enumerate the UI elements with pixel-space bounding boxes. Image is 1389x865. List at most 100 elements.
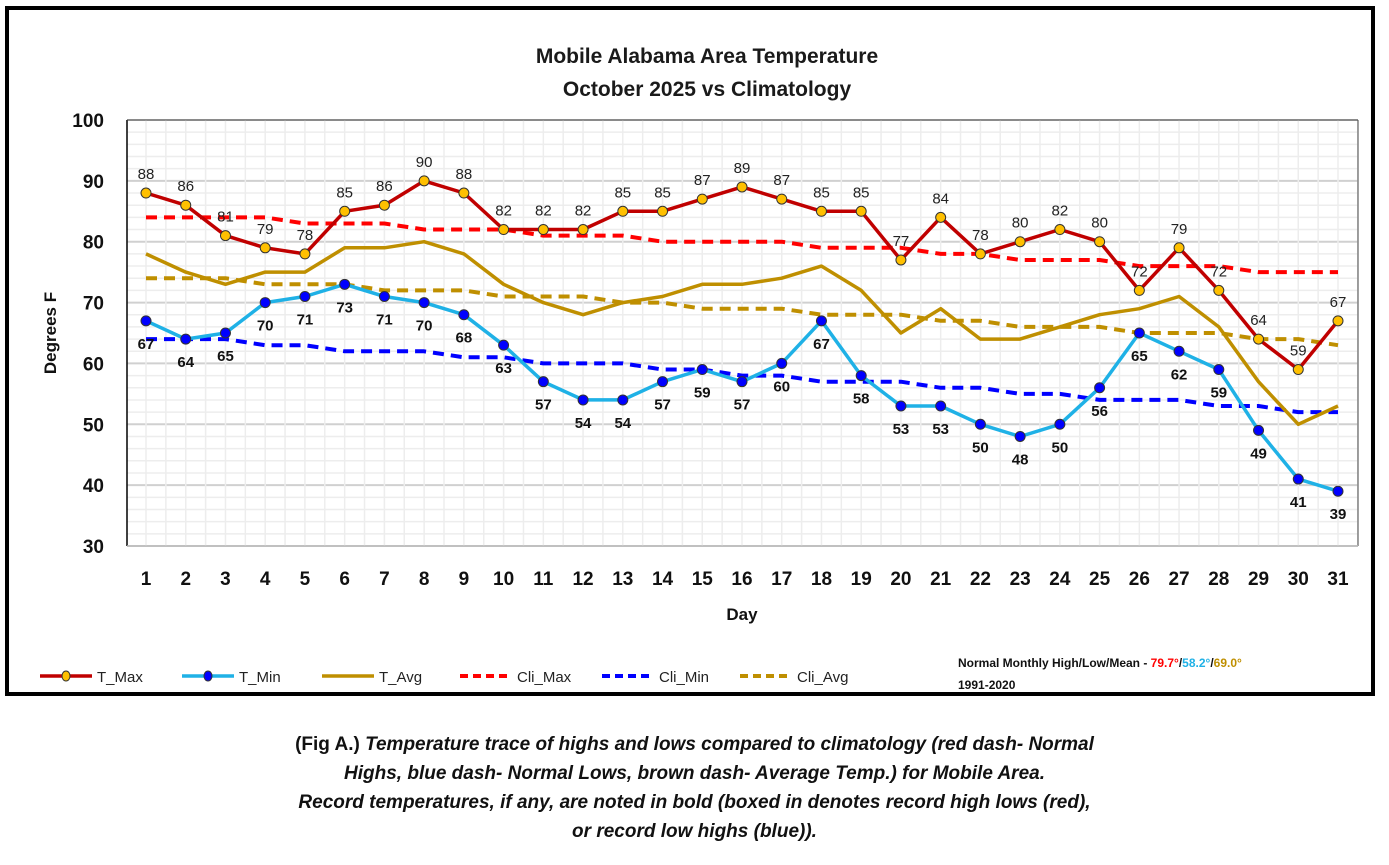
caption-line-4: or record low highs (blue)). (572, 821, 817, 842)
x-tick-label: 17 (771, 569, 792, 590)
series-t-avg-line (145, 239, 1339, 427)
label-t-max: 82 (535, 203, 552, 220)
marker-t-max (418, 175, 430, 187)
marker-t-min (339, 278, 351, 290)
normals-annotation: Normal Monthly High/Low/Mean - 79.7°/58.… (958, 656, 1242, 692)
x-tick-label: 15 (692, 569, 714, 590)
x-tick-label: 30 (1288, 569, 1309, 590)
label-t-min: 57 (654, 397, 671, 414)
caption-text-1: Temperature trace of highs and lows comp… (365, 734, 1094, 755)
marker-t-max (1332, 315, 1344, 327)
marker-t-min (1213, 364, 1225, 376)
x-tick-label: 23 (1010, 569, 1031, 590)
label-t-min: 57 (734, 397, 751, 414)
marker-t-max (259, 242, 271, 254)
label-t-min: 49 (1250, 445, 1267, 462)
x-tick-label: 6 (339, 569, 350, 590)
label-t-min: 50 (972, 439, 989, 456)
x-tick-label: 28 (1208, 569, 1229, 590)
legend-item-cli-max: Cli_Max (460, 669, 572, 686)
label-t-max: 86 (376, 178, 393, 195)
marker-t-min (577, 394, 589, 406)
legend-item-t-min: T_Min (182, 669, 281, 686)
x-tick-label: 9 (459, 569, 470, 590)
caption-line-2: Highs, blue dash- Normal Lows, brown das… (344, 763, 1045, 784)
x-tick-label: 7 (379, 569, 390, 590)
marker-t-max (776, 193, 788, 205)
label-t-min: 57 (535, 397, 552, 414)
marker-t-min (1332, 485, 1344, 497)
label-t-min: 41 (1290, 494, 1307, 511)
marker-t-min (1094, 382, 1106, 394)
marker-t-min (935, 400, 947, 412)
label-t-min: 53 (932, 421, 949, 438)
marker-t-min (815, 315, 827, 327)
marker-t-max (1133, 284, 1145, 296)
label-t-min: 71 (376, 311, 393, 328)
marker-t-min (776, 357, 788, 369)
normals-text: Normal Monthly High/Low/Mean - 79.7°/58.… (958, 656, 1242, 670)
label-t-max: 79 (1171, 221, 1188, 238)
label-t-max: 72 (1131, 263, 1148, 280)
label-t-max: 77 (893, 233, 910, 250)
series-cli-max-line (146, 215, 1338, 275)
marker-t-max (1173, 242, 1185, 254)
label-t-min: 67 (138, 336, 155, 353)
y-tick-label: 40 (83, 476, 104, 497)
label-t-max: 89 (734, 160, 751, 177)
legend-label: Cli_Max (517, 669, 572, 686)
label-t-min: 70 (257, 318, 274, 335)
label-t-min: 68 (456, 330, 473, 347)
marker-t-min (1173, 345, 1185, 357)
label-t-max: 87 (694, 172, 711, 189)
marker-t-max (935, 211, 947, 223)
legend-item-t-avg: T_Avg (322, 669, 422, 686)
marker-t-max (498, 224, 510, 236)
marker-t-min (537, 376, 549, 388)
legend-item-t-max: T_Max (40, 669, 143, 686)
marker-t-min (855, 370, 867, 382)
label-t-min: 56 (1091, 403, 1108, 420)
marker-t-max (1094, 236, 1106, 248)
label-t-max: 85 (853, 184, 870, 201)
sep-2: / (1210, 656, 1214, 670)
y-axis-ticks: 30 40 50 60 70 80 90 100 (72, 111, 104, 558)
label-t-min: 39 (1330, 506, 1347, 523)
marker-t-max (577, 224, 589, 236)
x-tick-label: 13 (612, 569, 633, 590)
label-t-min: 64 (177, 354, 194, 371)
label-t-min: 54 (614, 415, 631, 432)
label-t-max: 80 (1091, 215, 1108, 232)
marker-t-max (815, 205, 827, 217)
figure-caption: (Fig A.) Temperature trace of highs and … (0, 730, 1389, 846)
legend-label: T_Min (239, 669, 281, 686)
temperature-chart: Mobile Alabama Area Temperature October … (40, 45, 1359, 692)
marker-t-max (299, 248, 311, 260)
label-t-min: 48 (1012, 451, 1029, 468)
x-tick-label: 12 (572, 569, 593, 590)
legend-marker (61, 670, 71, 682)
marker-t-max (1253, 333, 1265, 345)
marker-t-min (1292, 473, 1304, 485)
label-t-max: 88 (138, 166, 155, 183)
x-tick-label: 22 (970, 569, 991, 590)
marker-t-max (339, 205, 351, 217)
series-cli-min-line (146, 337, 1338, 415)
marker-t-max (895, 254, 907, 266)
label-t-max: 90 (416, 154, 433, 171)
marker-t-max (617, 205, 629, 217)
label-t-min: 71 (297, 311, 314, 328)
label-t-min: 60 (773, 378, 790, 395)
caption-line-3: Record temperatures, if any, are noted i… (298, 792, 1091, 813)
label-t-min: 54 (575, 415, 592, 432)
label-t-max: 85 (813, 184, 830, 201)
marker-t-min (259, 297, 271, 309)
marker-t-min (1133, 327, 1145, 339)
x-tick-label: 26 (1129, 569, 1150, 590)
marker-t-max (974, 248, 986, 260)
y-tick-label: 70 (83, 294, 104, 315)
marker-t-min (895, 400, 907, 412)
y-tick-label: 100 (72, 111, 104, 132)
marker-t-min (219, 327, 231, 339)
marker-t-min (378, 290, 390, 302)
